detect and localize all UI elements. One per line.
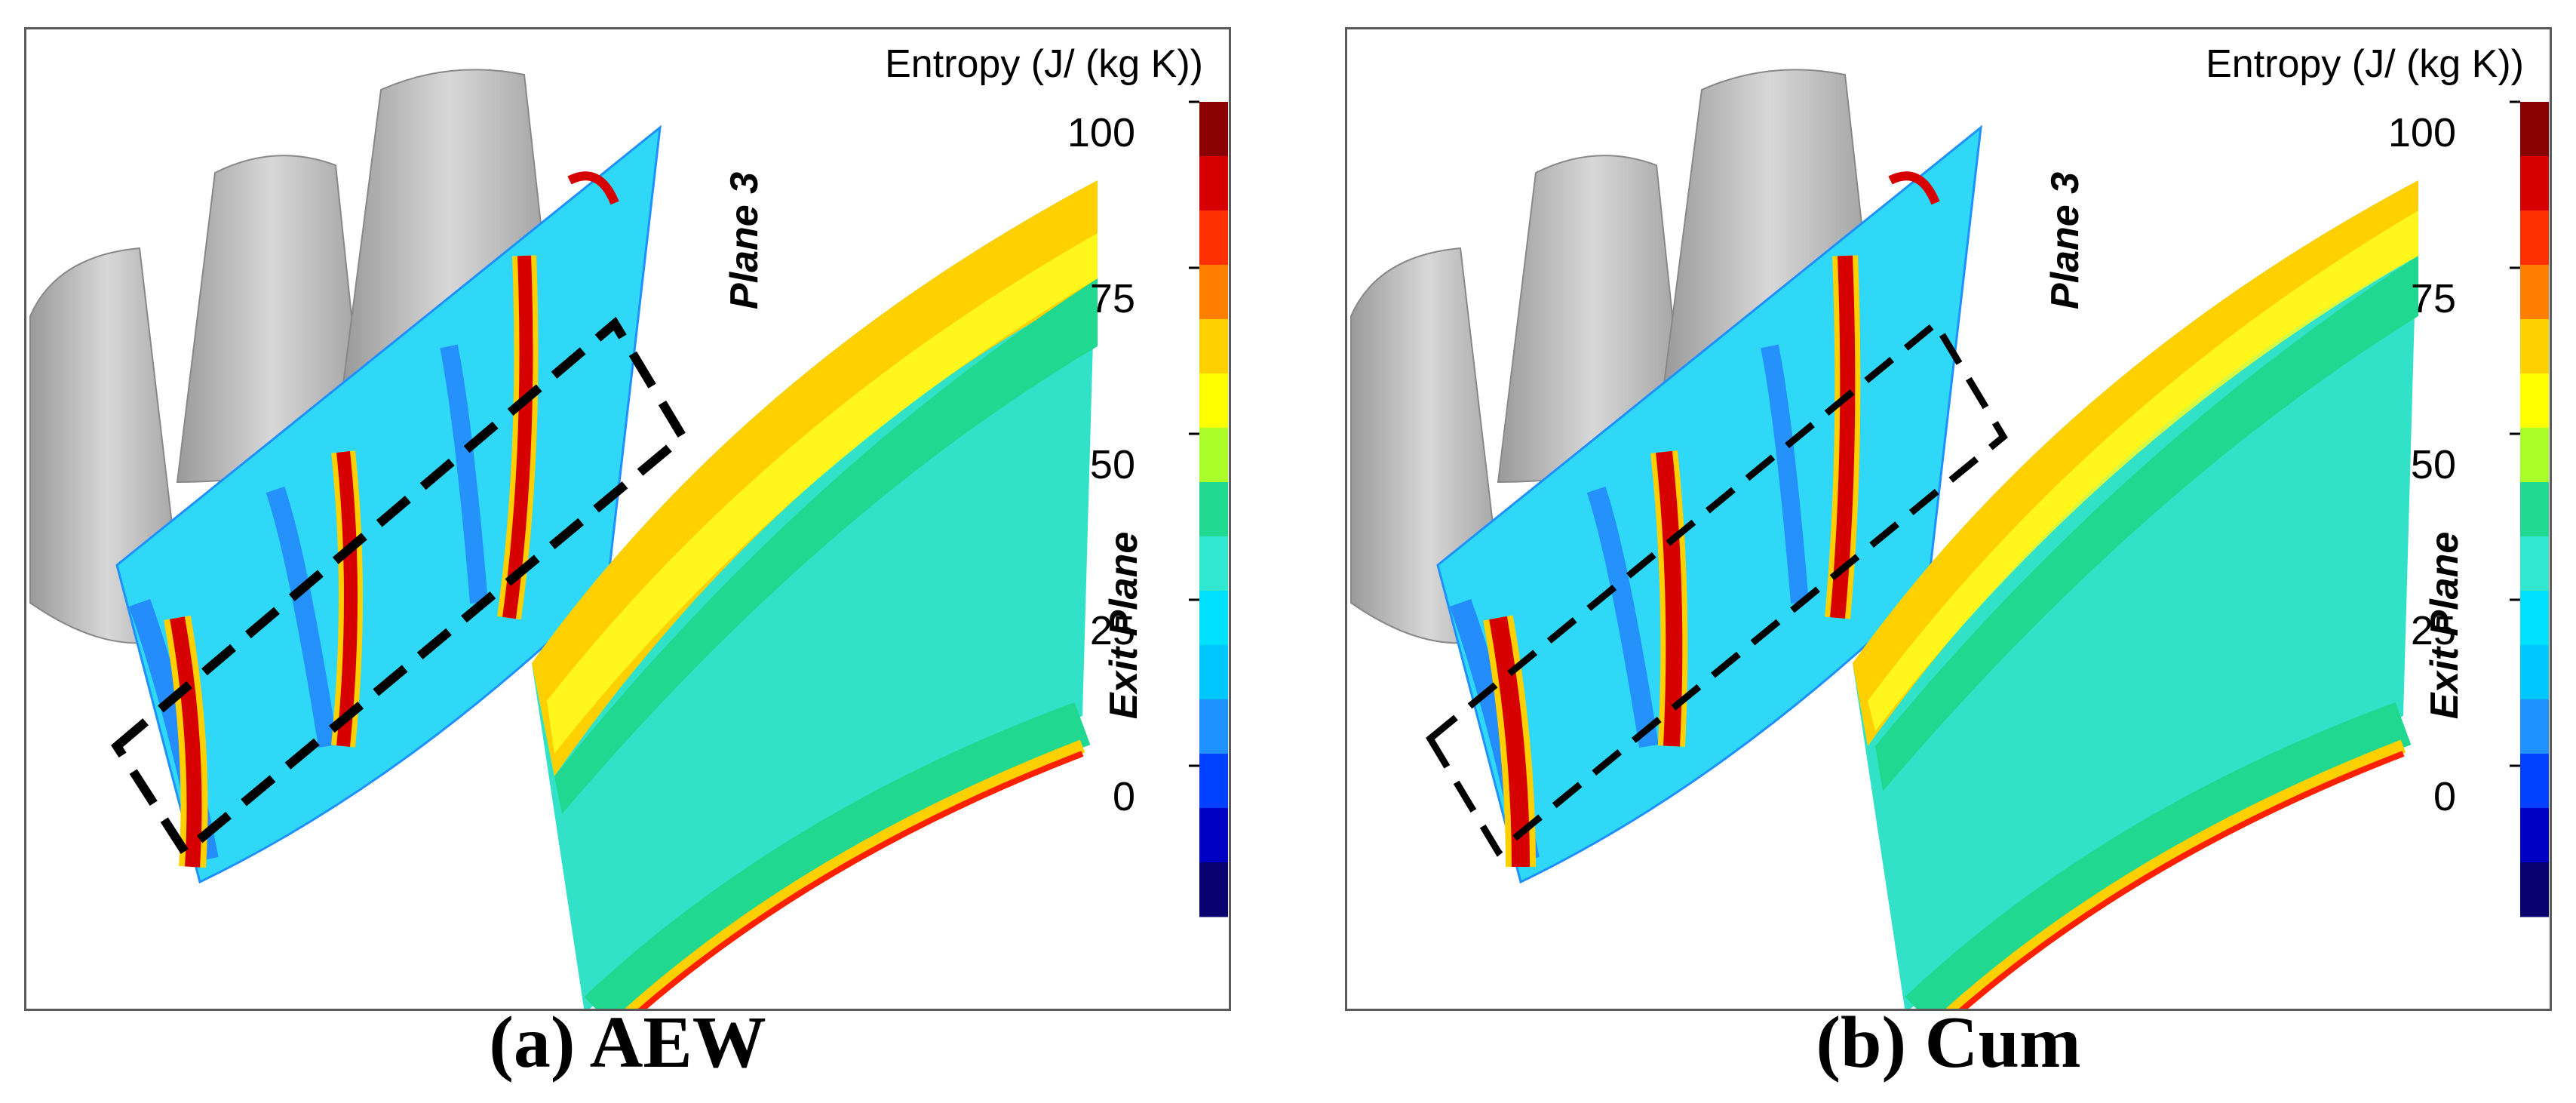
colorbar-swatch	[2520, 536, 2549, 591]
colorbar-swatch	[2520, 591, 2549, 646]
exit-plane-contour	[1853, 180, 2418, 1009]
exit-plane-label: Exit Plane	[2423, 531, 2467, 720]
colorbar-tick: 100	[1067, 110, 1135, 155]
highlight-box	[111, 316, 689, 859]
colorbar-tick: 0	[1112, 774, 1135, 819]
colorbar-swatch	[2520, 210, 2549, 266]
colorbar-swatch	[1199, 808, 1228, 863]
highlight-box	[1426, 318, 2008, 857]
colorbar-swatch	[1199, 536, 1228, 591]
colorbar-swatch	[1199, 373, 1228, 429]
colorbar-swatch	[2520, 754, 2549, 809]
colorbar-tick: 100	[2387, 110, 2456, 155]
colorbar-swatch	[2520, 808, 2549, 863]
panel-a: Entropy (J/ (kg K)) 100 75 50 25 0 Plane…	[24, 27, 1231, 1011]
plane-3-label: Plane 3	[723, 171, 766, 310]
colorbar-swatch	[2520, 265, 2549, 320]
colorbar-tick: 75	[1089, 276, 1135, 321]
colorbar-swatch	[2520, 699, 2549, 754]
colorbar-swatch	[1199, 265, 1228, 320]
colorbar-swatch	[1199, 754, 1228, 809]
colorbar-swatch	[1199, 102, 1228, 157]
colorbar-swatch	[1199, 862, 1228, 917]
colorbar-swatch	[1199, 482, 1228, 537]
colorbar-title: Entropy (J/ (kg K))	[2206, 42, 2524, 86]
colorbar-swatch	[1199, 645, 1228, 700]
colorbar-swatch	[2520, 156, 2549, 211]
contour-figure-b	[1350, 69, 2549, 1009]
colorbar-title: Entropy (J/ (kg K))	[885, 42, 1203, 86]
panel-b: Entropy (J/ (kg K)) 100 75 50 25 0 Plane…	[1345, 27, 2552, 1011]
colorbar	[1189, 100, 1228, 917]
colorbar-swatch	[2520, 482, 2549, 537]
colorbar-swatch	[1199, 428, 1228, 483]
colorbar-swatch	[2520, 645, 2549, 700]
colorbar-tick: 75	[2410, 276, 2456, 321]
caption-a: (a) AEW	[489, 1002, 766, 1083]
plane-3-contour	[115, 124, 662, 884]
exit-plane-label: Exit Plane	[1102, 531, 1146, 720]
colorbar-tick: 50	[1089, 442, 1135, 487]
colorbar-tick: 50	[2410, 442, 2456, 487]
colorbar	[2510, 100, 2549, 917]
colorbar-tick: 0	[2433, 774, 2456, 819]
colorbar-swatch	[2520, 862, 2549, 917]
colorbar-swatch	[2520, 102, 2549, 157]
colorbar-swatch	[1199, 591, 1228, 646]
colorbar-swatch	[1199, 699, 1228, 754]
colorbar-swatch	[1199, 319, 1228, 374]
colorbar-tick: 25	[2410, 608, 2456, 653]
colorbar-swatch	[2520, 319, 2549, 374]
colorbar-tick: 25	[1089, 608, 1135, 653]
colorbar-swatch	[1199, 210, 1228, 266]
exit-plane-contour	[532, 180, 1098, 1009]
colorbar-swatch	[2520, 373, 2549, 429]
caption-b: (b) Cum	[1816, 1002, 2081, 1083]
colorbar-swatch	[1199, 156, 1228, 211]
colorbar-swatch	[2520, 428, 2549, 483]
contour-figure-a	[29, 69, 1228, 1009]
plane-3-label: Plane 3	[2043, 171, 2087, 310]
